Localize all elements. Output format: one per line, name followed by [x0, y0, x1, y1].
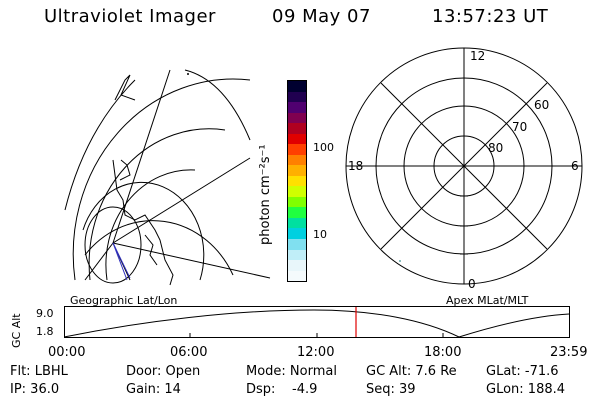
timeline-ylabel: GC Alt [10, 313, 23, 348]
status-gc-alt: GC Alt: 7.6 Re [366, 364, 457, 379]
status-mode: Mode: Normal [246, 364, 337, 379]
colorbar-swatch [288, 154, 306, 166]
colorbar-swatch [288, 217, 306, 229]
colorbar-swatch [288, 175, 306, 187]
timeline-xtick-0000: 00:00 [48, 345, 86, 360]
lat-label-80: 80 [488, 141, 503, 155]
colorbar-swatch [288, 207, 306, 218]
colorbar-swatch [288, 186, 306, 197]
status-glat: GLat: -71.6 [486, 364, 559, 379]
mlt-label-12: 12 [470, 49, 485, 63]
geo-panel-label: Geographic Lat/Lon [70, 294, 178, 307]
colorbar-tick-100: 100 [313, 141, 334, 154]
colorbar-swatch [288, 81, 306, 92]
timeline-plot [64, 306, 570, 338]
status-flt: Flt: LBHL [10, 364, 68, 379]
polar-panel-label: Apex MLat/MLT [446, 294, 529, 307]
instrument-title: Ultraviolet Imager [44, 6, 216, 27]
status-dsp-value: -4.9 [292, 382, 318, 397]
status-glon: GLon: 188.4 [486, 382, 566, 397]
colorbar-tick-10: 10 [313, 228, 327, 241]
geographic-map [64, 69, 271, 286]
colorbar-swatch [288, 196, 306, 208]
colorbar-swatch [288, 238, 306, 250]
status-seq: Seq: 39 [366, 382, 416, 397]
timeline-ytick-min: 1.8 [36, 325, 54, 338]
colorbar-swatch [288, 123, 306, 134]
mlt-label-18: 18 [348, 159, 363, 173]
status-gain: Gain: 14 [126, 382, 181, 397]
status-ip: IP: 36.0 [10, 382, 60, 397]
timeline-xtick-1200: 12:00 [297, 345, 335, 360]
colorbar-swatch [288, 228, 306, 239]
colorbar-swatch [288, 102, 306, 113]
timeline-ytick-max: 9.0 [36, 307, 54, 320]
colorbar-swatch [288, 144, 306, 155]
colorbar-swatch [288, 91, 306, 103]
colorbar-swatch [288, 165, 306, 176]
colorbar-unit-label: photon cm⁻²s⁻¹ [258, 144, 273, 245]
colorbar-swatch [288, 260, 306, 271]
mlt-label-6: 6 [571, 159, 579, 173]
colorbar-swatch [288, 249, 306, 261]
timeline-xtick-0600: 06:00 [170, 345, 208, 360]
lat-label-60: 60 [534, 98, 549, 112]
colorbar [287, 80, 307, 282]
colorbar-swatch [288, 133, 306, 145]
time-label: 13:57:23 UT [432, 6, 549, 27]
lat-label-70: 70 [512, 120, 527, 134]
timeline-xtick-2359: 23:59 [550, 345, 588, 360]
mlt-label-0: 0 [468, 277, 476, 290]
colorbar-swatch [288, 270, 306, 282]
colorbar-swatch [288, 112, 306, 124]
date-label: 09 May 07 [272, 6, 371, 27]
timeline-xtick-1800: 18:00 [424, 345, 462, 360]
polar-plot: 12 18 6 0 60 70 80 [345, 47, 583, 290]
status-door: Door: Open [126, 364, 201, 379]
status-dsp-label: Dsp: [246, 382, 276, 397]
